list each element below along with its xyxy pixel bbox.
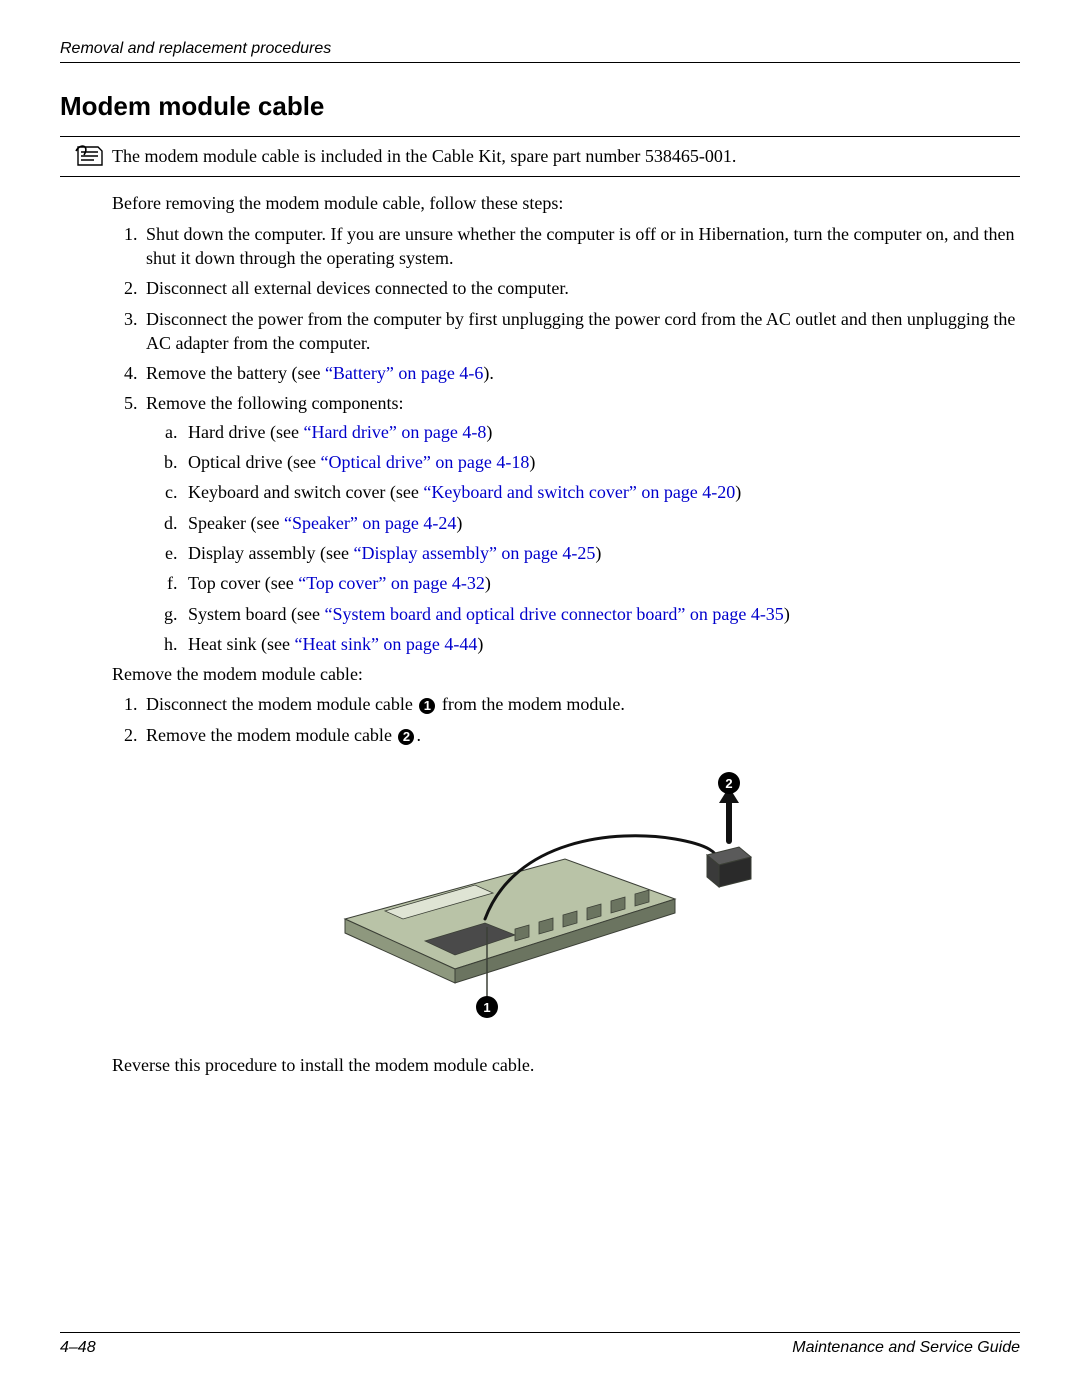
xref-link[interactable]: “Speaker” on page 4-24 <box>284 513 456 533</box>
closing-text: Reverse this procedure to install the mo… <box>112 1053 1020 1077</box>
footer-rule <box>60 1332 1020 1333</box>
text-run: Remove the modem module cable <box>146 725 396 745</box>
prep-step: Disconnect the power from the computer b… <box>142 307 1020 356</box>
prep-step: Shut down the computer. If you are unsur… <box>142 222 1020 271</box>
running-header: Removal and replacement procedures <box>60 40 1020 58</box>
xref-link[interactable]: “Optical drive” on page 4-18 <box>320 452 529 472</box>
text-run: from the modem module. <box>437 694 624 714</box>
component-item: Top cover (see “Top cover” on page 4-32) <box>182 571 1020 595</box>
text-run: Display assembly (see <box>188 543 353 563</box>
callout-inline: 2 <box>398 729 414 745</box>
text-run: Speaker (see <box>188 513 284 533</box>
text-run: Remove the following components: <box>146 393 403 413</box>
xref-link[interactable]: “Display assembly” on page 4-25 <box>353 543 595 563</box>
text-run: ) <box>485 573 491 593</box>
component-item: Speaker (see “Speaker” on page 4-24) <box>182 511 1020 535</box>
xref-link[interactable]: “Hard drive” on page 4-8 <box>303 422 486 442</box>
text-run: Optical drive (see <box>188 452 320 472</box>
figure-svg: 12 <box>315 769 765 1029</box>
component-item: System board (see “System board and opti… <box>182 602 1020 626</box>
note-text: The modem module cable is included in th… <box>112 145 1020 168</box>
component-item: Optical drive (see “Optical drive” on pa… <box>182 450 1020 474</box>
figure: 12 <box>60 769 1020 1029</box>
text-run: ) <box>784 604 790 624</box>
xref-link[interactable]: “Battery” on page 4-6 <box>325 363 483 383</box>
xref-link[interactable]: “Top cover” on page 4-32 <box>298 573 485 593</box>
note-icon <box>74 143 104 172</box>
xref-link[interactable]: “Keyboard and switch cover” on page 4-20 <box>423 482 735 502</box>
page-footer: 4–48 Maintenance and Service Guide <box>60 1332 1020 1357</box>
svg-text:1: 1 <box>483 1000 490 1015</box>
remove-steps-list: Disconnect the modem module cable 1 from… <box>142 692 1020 747</box>
text-run: Heat sink (see <box>188 634 294 654</box>
prep-step: Disconnect all external devices connecte… <box>142 276 1020 300</box>
remove-step: Remove the modem module cable 2. <box>142 723 1020 747</box>
text-run: System board (see <box>188 604 324 624</box>
text-run: ) <box>529 452 535 472</box>
components-list: Hard drive (see “Hard drive” on page 4-8… <box>182 420 1020 656</box>
footer-page-number: 4–48 <box>60 1339 96 1357</box>
remove-block: Remove the modem module cable: Disconnec… <box>112 662 1020 747</box>
text-run: Disconnect the modem module cable <box>146 694 417 714</box>
text-run: Hard drive (see <box>188 422 303 442</box>
svg-text:2: 2 <box>725 776 732 791</box>
callout-inline: 1 <box>419 698 435 714</box>
prep-steps-list: Shut down the computer. If you are unsur… <box>142 222 1020 656</box>
component-item: Keyboard and switch cover (see “Keyboard… <box>182 480 1020 504</box>
prep-step: Remove the following components: Hard dr… <box>142 391 1020 656</box>
footer-guide-title: Maintenance and Service Guide <box>792 1339 1020 1357</box>
component-item: Hard drive (see “Hard drive” on page 4-8… <box>182 420 1020 444</box>
text-run: Remove the battery (see <box>146 363 325 383</box>
xref-link[interactable]: “System board and optical drive connecto… <box>324 604 783 624</box>
note-block: The modem module cable is included in th… <box>60 136 1020 177</box>
xref-link[interactable]: “Heat sink” on page 4-44 <box>294 634 477 654</box>
text-run: ) <box>477 634 483 654</box>
header-rule <box>60 62 1020 63</box>
section-title: Modem module cable <box>60 91 1020 122</box>
text-run: . <box>416 725 421 745</box>
text-run: Top cover (see <box>188 573 298 593</box>
remove-intro: Remove the modem module cable: <box>112 662 1020 686</box>
text-run: ) <box>735 482 741 502</box>
component-item: Heat sink (see “Heat sink” on page 4-44) <box>182 632 1020 656</box>
text-run: ) <box>595 543 601 563</box>
prep-intro: Before removing the modem module cable, … <box>112 191 1020 215</box>
text-run: Keyboard and switch cover (see <box>188 482 423 502</box>
text-run: ) <box>456 513 462 533</box>
text-run: ). <box>483 363 494 383</box>
text-run: ) <box>486 422 492 442</box>
component-item: Display assembly (see “Display assembly”… <box>182 541 1020 565</box>
remove-step: Disconnect the modem module cable 1 from… <box>142 692 1020 716</box>
prep-step: Remove the battery (see “Battery” on pag… <box>142 361 1020 385</box>
body-content: Before removing the modem module cable, … <box>112 191 1020 656</box>
closing-block: Reverse this procedure to install the mo… <box>112 1053 1020 1077</box>
